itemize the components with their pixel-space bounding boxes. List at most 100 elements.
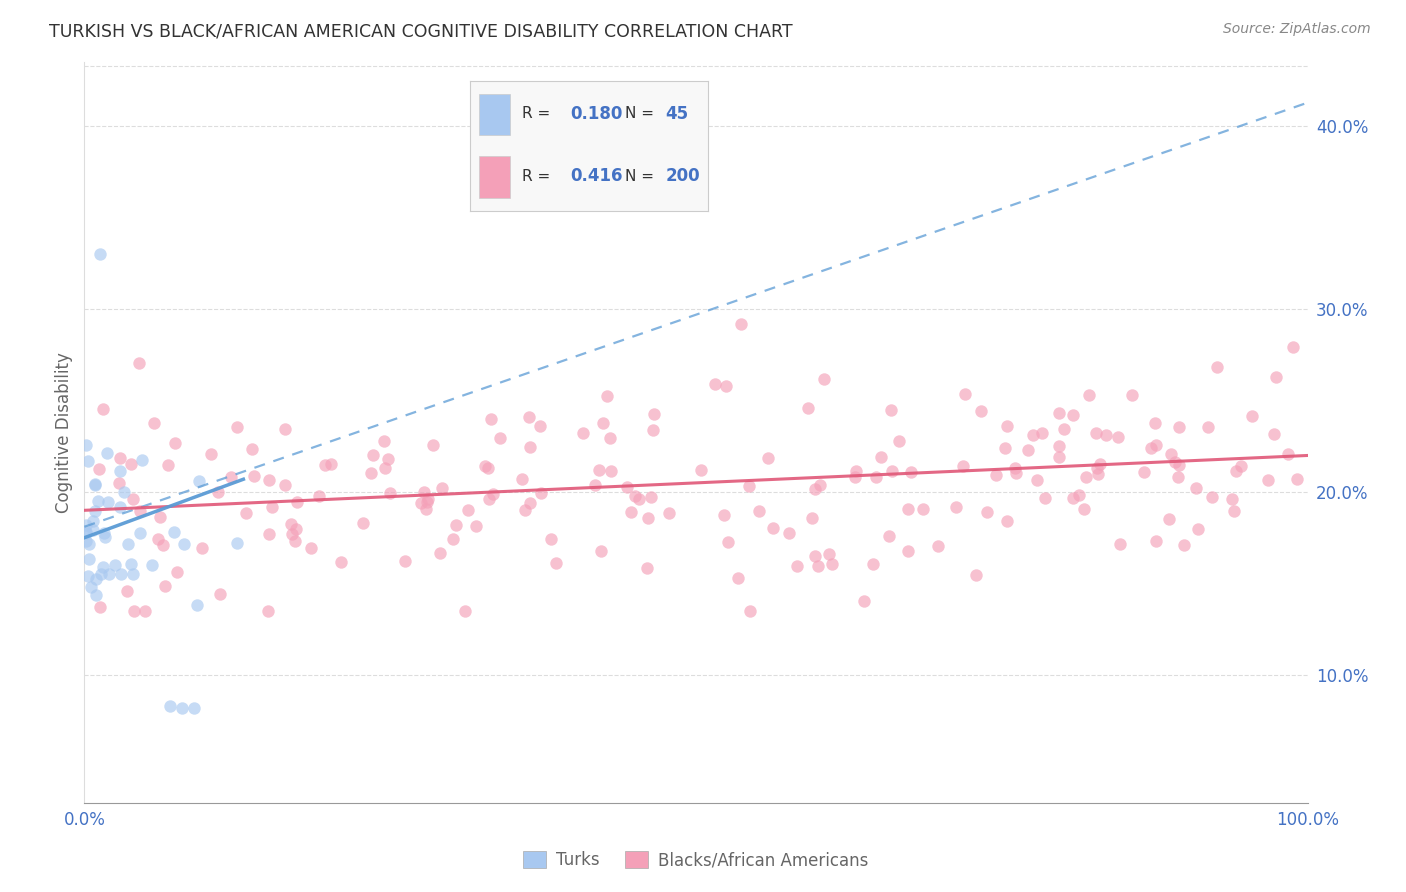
Point <box>360 467 382 481</box>
Point <box>880 464 903 478</box>
Point <box>714 379 737 393</box>
Point <box>1031 425 1053 440</box>
Point <box>880 403 903 417</box>
Point <box>636 561 658 575</box>
Point <box>727 571 749 585</box>
Point <box>256 604 278 618</box>
Point <box>409 496 432 510</box>
Point <box>280 517 302 532</box>
Point <box>592 416 614 430</box>
Point <box>1257 473 1279 487</box>
Point <box>1132 466 1154 480</box>
Point <box>703 377 725 392</box>
Point <box>517 409 540 424</box>
Point <box>84 588 107 602</box>
Point <box>1085 461 1108 475</box>
Point <box>75 438 97 452</box>
Point <box>77 568 100 582</box>
Point <box>444 518 467 533</box>
Point <box>299 541 322 555</box>
Point <box>804 482 827 496</box>
Point <box>641 423 664 437</box>
Point <box>740 604 762 618</box>
Point <box>1225 464 1247 478</box>
Point <box>1197 420 1219 434</box>
Point <box>821 557 844 571</box>
Point <box>97 495 120 509</box>
Point <box>83 477 105 491</box>
Point <box>146 533 169 547</box>
Point <box>285 495 308 509</box>
Point <box>912 501 935 516</box>
Point <box>529 418 551 433</box>
Point <box>519 440 541 454</box>
Point <box>588 463 610 477</box>
Point <box>1187 522 1209 536</box>
Point <box>1049 439 1071 453</box>
Point <box>530 486 553 500</box>
Point <box>756 450 779 465</box>
Point <box>441 533 464 547</box>
Point <box>1164 455 1187 469</box>
Point <box>373 434 395 448</box>
Point <box>285 522 308 536</box>
Point <box>995 514 1018 528</box>
Point <box>1035 491 1057 505</box>
Point <box>128 356 150 370</box>
Point <box>243 468 266 483</box>
Point <box>91 401 114 416</box>
Point <box>1185 481 1208 495</box>
Point <box>897 544 920 558</box>
Point <box>191 541 214 555</box>
Point <box>1047 406 1070 420</box>
Point <box>1062 408 1084 422</box>
Point <box>79 552 101 566</box>
Point <box>887 434 910 448</box>
Point <box>870 450 893 464</box>
Point <box>90 566 112 581</box>
Point <box>152 538 174 552</box>
Point <box>1017 442 1039 457</box>
Point <box>274 422 297 436</box>
Point <box>1265 369 1288 384</box>
Point <box>107 475 129 490</box>
Point <box>1230 458 1253 473</box>
Point <box>394 554 416 568</box>
Point <box>1277 447 1299 461</box>
Point <box>865 470 887 484</box>
Point <box>207 484 229 499</box>
Point <box>877 529 900 543</box>
Point <box>897 502 920 516</box>
Point <box>89 462 111 476</box>
Point <box>1062 491 1084 506</box>
Point <box>120 457 142 471</box>
Point <box>1159 512 1181 526</box>
Point <box>319 457 342 471</box>
Point <box>797 401 820 415</box>
Point <box>1168 458 1191 472</box>
Point <box>330 555 353 569</box>
Point <box>82 523 104 537</box>
Point <box>187 474 209 488</box>
Point <box>1074 469 1097 483</box>
Point <box>1109 537 1132 551</box>
Point <box>416 495 439 509</box>
Point <box>166 565 188 579</box>
Point <box>778 526 800 541</box>
Point <box>970 404 993 418</box>
Point <box>186 599 208 613</box>
Point <box>927 539 949 553</box>
Point <box>738 479 761 493</box>
Point <box>259 473 281 487</box>
Point <box>624 489 647 503</box>
Point <box>226 420 249 434</box>
Point <box>172 700 194 714</box>
Point <box>900 465 922 479</box>
Point <box>862 557 884 571</box>
Point <box>77 537 100 551</box>
Point <box>853 594 876 608</box>
Point <box>219 470 242 484</box>
Point <box>374 461 396 475</box>
Point <box>141 558 163 573</box>
Point <box>637 511 659 525</box>
